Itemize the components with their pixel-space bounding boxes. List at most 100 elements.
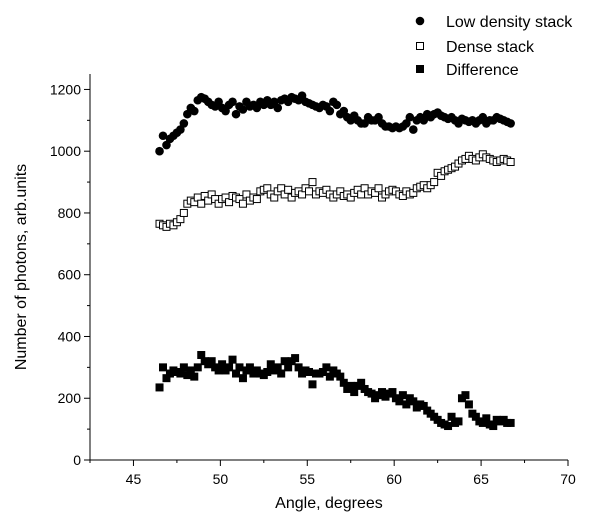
data-point — [235, 363, 244, 372]
y-axis-label: Number of photons, arb.units — [13, 164, 30, 370]
x-tick-label: 45 — [126, 471, 142, 487]
data-point — [339, 378, 348, 387]
data-point — [471, 412, 480, 421]
series-2 — [155, 351, 515, 431]
data-point — [294, 363, 303, 372]
data-point — [159, 363, 168, 372]
data-point — [461, 391, 470, 400]
x-tick-label: 65 — [473, 471, 489, 487]
data-point — [155, 146, 164, 156]
data-point — [218, 360, 227, 369]
data-point — [238, 199, 247, 208]
x-tick-label: 70 — [560, 471, 576, 487]
x-tick-label: 50 — [213, 471, 229, 487]
data-point — [155, 383, 164, 392]
data-point — [179, 208, 188, 217]
data-point — [273, 103, 283, 113]
data-point — [277, 369, 286, 378]
legend-label: Difference — [446, 62, 519, 79]
data-point — [308, 178, 317, 187]
data-point — [444, 422, 453, 431]
data-point — [284, 363, 293, 372]
data-point — [176, 369, 185, 378]
data-point — [402, 400, 411, 409]
data-point — [197, 199, 206, 208]
data-point — [231, 109, 241, 119]
legend-label: Low density stack — [446, 14, 573, 31]
data-point — [263, 367, 272, 376]
data-point — [197, 351, 206, 360]
legend: Low density stack Dense stack Difference — [415, 14, 573, 79]
x-tick-label: 55 — [299, 471, 315, 487]
data-point — [238, 374, 247, 383]
data-point — [189, 106, 199, 116]
y-tick-label: 0 — [73, 452, 81, 468]
y-tick-label: 200 — [58, 390, 82, 406]
data-point — [506, 418, 515, 427]
series-1 — [155, 150, 515, 231]
y-tick-label: 1200 — [50, 81, 81, 97]
data-point — [158, 131, 168, 141]
data-point — [186, 366, 195, 375]
data-point — [232, 369, 241, 378]
ticks: 45 50 55 60 65 70 0 200 400 600 800 1000 1200 — [50, 81, 576, 487]
data-point — [238, 105, 248, 114]
data-point — [489, 422, 498, 431]
data-point — [464, 400, 473, 409]
data-point — [388, 388, 397, 397]
data-point — [280, 357, 289, 366]
axes — [89, 74, 568, 461]
data-point — [266, 360, 275, 369]
data-point — [179, 363, 188, 372]
data-point — [179, 119, 189, 128]
data-point — [395, 397, 404, 406]
legend-marker — [416, 65, 424, 73]
y-tick-label: 400 — [58, 328, 82, 344]
data-point — [325, 372, 334, 381]
data-point — [336, 372, 345, 381]
legend-label: Dense stack — [446, 39, 535, 56]
data-point — [430, 178, 439, 187]
y-tick-label: 600 — [58, 267, 82, 283]
x-axis-label: Angle, degrees — [275, 495, 383, 512]
data-point — [308, 380, 317, 389]
data-point — [245, 363, 254, 372]
data-point — [409, 397, 418, 406]
data-point — [214, 366, 223, 375]
data-point — [284, 185, 293, 194]
data-point — [447, 412, 456, 421]
data-point — [419, 401, 428, 410]
data-point — [190, 372, 199, 381]
data-point — [405, 112, 415, 122]
y-tick-label: 1000 — [50, 143, 81, 159]
data-point — [193, 363, 202, 372]
data-point — [305, 367, 314, 376]
data-point — [506, 119, 515, 128]
data-point — [409, 125, 418, 134]
data-point — [305, 187, 314, 196]
y-tick-label: 800 — [58, 205, 82, 221]
data-point — [228, 97, 237, 107]
data-point — [183, 371, 192, 380]
data-point — [378, 388, 387, 397]
data-point — [273, 363, 282, 372]
data-point — [228, 355, 237, 364]
data-point — [162, 374, 171, 383]
series-0 — [155, 91, 515, 156]
data-point — [291, 354, 300, 363]
data-point — [482, 414, 491, 423]
x-tick-label: 60 — [386, 471, 402, 487]
data-point — [350, 388, 359, 397]
data-point — [506, 158, 515, 167]
data-point — [346, 381, 355, 390]
data-point — [325, 106, 335, 116]
data-point — [225, 363, 234, 372]
data-point — [252, 195, 261, 204]
data-point — [357, 378, 366, 387]
data-point — [374, 184, 383, 193]
data-point — [322, 363, 331, 372]
data-point — [478, 418, 487, 427]
data-point — [207, 357, 216, 366]
data-point — [398, 391, 407, 400]
